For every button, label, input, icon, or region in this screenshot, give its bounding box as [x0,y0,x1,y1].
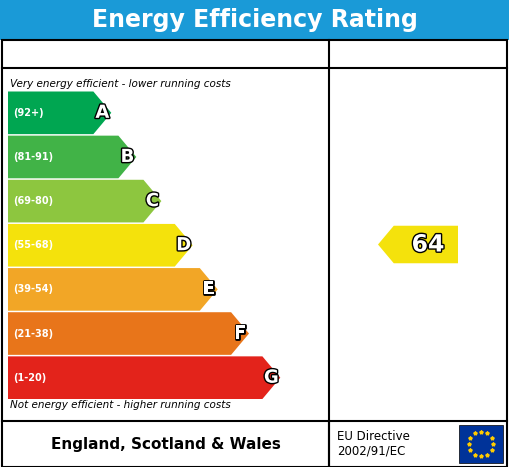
Polygon shape [378,226,458,263]
Polygon shape [8,268,218,311]
Text: EU Directive
2002/91/EC: EU Directive 2002/91/EC [337,430,410,458]
Text: (92+): (92+) [13,108,44,118]
Text: 64: 64 [412,233,444,256]
Text: England, Scotland & Wales: England, Scotland & Wales [50,437,280,452]
Polygon shape [8,92,111,134]
Text: (55-68): (55-68) [13,240,53,250]
Text: (1-20): (1-20) [13,373,46,382]
Polygon shape [8,312,249,355]
Text: Not energy efficient - higher running costs: Not energy efficient - higher running co… [10,400,231,410]
Text: Very energy efficient - lower running costs: Very energy efficient - lower running co… [10,79,231,89]
Text: A: A [95,104,109,122]
Text: E: E [203,280,215,298]
Bar [459,425,503,463]
Text: (69-80): (69-80) [13,196,53,206]
Text: (39-54): (39-54) [13,284,53,294]
Text: (81-91): (81-91) [13,152,53,162]
Text: C: C [146,192,159,210]
Text: (21-38): (21-38) [13,329,53,339]
Polygon shape [8,180,161,222]
Text: Energy Efficiency Rating: Energy Efficiency Rating [92,8,417,32]
Text: B: B [121,148,134,166]
Text: F: F [234,325,246,342]
Bar [0,0,509,40]
Text: G: G [264,368,279,387]
Text: D: D [176,236,191,254]
Polygon shape [8,356,280,399]
Polygon shape [8,224,193,267]
Polygon shape [8,135,136,178]
